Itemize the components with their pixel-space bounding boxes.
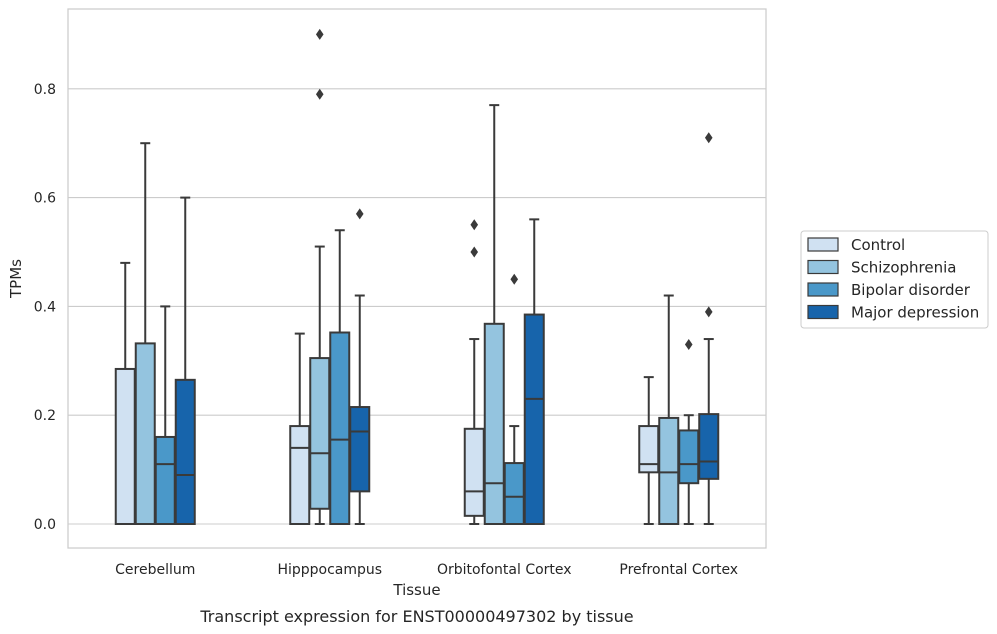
chart-caption: Transcript expression for ENST0000049730… bbox=[199, 607, 633, 626]
y-tick-label: 0.4 bbox=[34, 299, 56, 315]
box-bipolar-disorder bbox=[678, 338, 700, 525]
box-control bbox=[114, 261, 136, 525]
x-tick-label: Prefrontal Cortex bbox=[619, 562, 738, 578]
box-body bbox=[463, 427, 485, 517]
outlier-marker bbox=[470, 219, 479, 231]
x-tick-labels: Cerebellum Hipppocampus Orbitofontal Corte… bbox=[115, 562, 738, 578]
outlier-marker bbox=[684, 338, 693, 350]
box-body bbox=[174, 378, 196, 525]
y-tick-label: 0.2 bbox=[34, 408, 56, 424]
box-layer bbox=[114, 28, 720, 526]
box-bipolar-disorder bbox=[154, 305, 176, 525]
box-schizophrenia bbox=[483, 104, 505, 526]
y-tick-label: 0.0 bbox=[34, 517, 56, 533]
outlier-marker bbox=[315, 88, 324, 100]
y-tick-label: 0.6 bbox=[34, 191, 56, 207]
legend-label: Schizophrenia bbox=[851, 259, 956, 277]
box-major-depression bbox=[349, 208, 371, 525]
plot-area-frame bbox=[67, 8, 767, 549]
x-tick-label: Hipppocampus bbox=[277, 562, 382, 578]
outlier-marker bbox=[470, 246, 479, 258]
box-schizophrenia bbox=[309, 28, 331, 525]
outlier-marker bbox=[510, 273, 519, 285]
box-body bbox=[523, 313, 545, 525]
box-body bbox=[154, 435, 176, 525]
legend-swatch bbox=[807, 282, 839, 297]
box-body bbox=[134, 342, 156, 525]
y-axis-title: TPMs bbox=[7, 259, 25, 299]
box-body bbox=[309, 357, 331, 510]
box-body bbox=[638, 425, 660, 474]
outlier-marker bbox=[704, 306, 713, 318]
box-body bbox=[678, 429, 700, 485]
y-tick-labels: 0.0 0.2 0.4 0.6 0.8 bbox=[34, 82, 56, 533]
legend-swatch bbox=[807, 237, 839, 252]
box-body bbox=[289, 425, 311, 525]
legend: Control Schizophrenia Bipolar disorder Majo… bbox=[800, 230, 989, 329]
x-tick-label: Orbitofontal Cortex bbox=[437, 562, 572, 578]
legend-swatch bbox=[807, 304, 839, 320]
y-tick-label: 0.8 bbox=[34, 82, 56, 98]
outlier-marker bbox=[355, 208, 364, 220]
legend-label: Major depression bbox=[851, 304, 979, 322]
legend-swatch bbox=[807, 259, 839, 275]
outlier-marker bbox=[704, 132, 713, 144]
box-schizophrenia bbox=[134, 142, 156, 525]
box-body bbox=[503, 462, 525, 525]
legend-label: Bipolar disorder bbox=[851, 281, 971, 299]
box-body bbox=[114, 367, 136, 525]
box-body bbox=[698, 413, 720, 480]
box-major-depression bbox=[174, 196, 196, 525]
legend-frame bbox=[800, 230, 989, 329]
outlier-marker bbox=[315, 28, 324, 40]
box-major-depression bbox=[698, 132, 720, 525]
x-axis-title: Tissue bbox=[392, 581, 440, 599]
legend-label: Control bbox=[851, 236, 905, 254]
box-major-depression bbox=[523, 218, 545, 525]
box-body bbox=[349, 406, 371, 493]
box-body bbox=[483, 322, 505, 526]
box-body bbox=[329, 331, 351, 525]
box-body bbox=[658, 416, 680, 526]
x-tick-label: Cerebellum bbox=[115, 562, 195, 578]
